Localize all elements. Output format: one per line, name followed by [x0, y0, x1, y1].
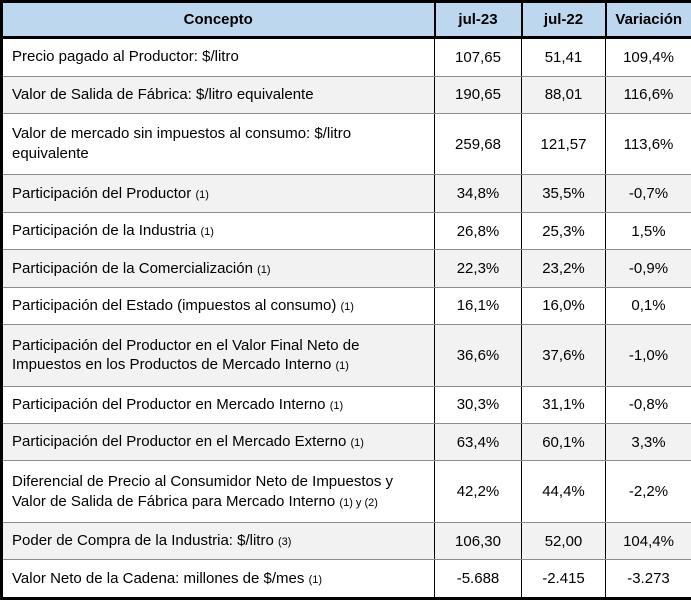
jul23-cell: 30,3% — [434, 385, 522, 424]
footnote-ref: (3) — [277, 536, 292, 549]
footnote-ref: (1) — [335, 360, 349, 373]
concepto-cell: Participación de la Industria (1) — [1, 211, 435, 251]
concepto-text: Precio pagado al Productor: $/litro — [12, 48, 239, 66]
jul22-cell: 51,41 — [521, 37, 606, 77]
concepto-cell: Valor Neto de la Cadena: millones de $/m… — [1, 559, 435, 599]
table-row: Participación del Productor en Mercado I… — [1, 385, 691, 424]
jul23-cell: 16,1% — [434, 286, 522, 326]
footnote-ref: (1) — [200, 226, 214, 239]
variacion-cell: -0,8% — [605, 385, 691, 424]
concepto-text: Participación del Productor en el Mercad… — [12, 433, 347, 451]
jul22-cell: 37,6% — [521, 324, 606, 387]
variacion-cell: 104,4% — [605, 521, 691, 561]
concepto-cell: Participación del Productor en Mercado I… — [1, 385, 435, 424]
jul23-cell: 34,8% — [434, 174, 522, 213]
variacion-cell: -1,0% — [605, 324, 691, 387]
footnote-ref: (1) — [308, 573, 323, 586]
table-body: Precio pagado al Productor: $/litro 107,… — [1, 37, 691, 599]
concepto-cell: Poder de Compra de la Industria: $/litro… — [1, 521, 435, 561]
jul23-cell: 22,3% — [434, 249, 522, 288]
concepto-cell: Participación del Productor en el Mercad… — [1, 422, 435, 462]
concepto-text: Participación del Estado (impuestos al c… — [12, 297, 337, 314]
jul23-cell: 107,65 — [434, 37, 522, 77]
concepto-text: Participación del Productor — [12, 184, 192, 202]
variacion-cell: 109,4% — [605, 37, 691, 77]
table-row: Valor Neto de la Cadena: millones de $/m… — [1, 559, 691, 599]
table-row: Precio pagado al Productor: $/litro 107,… — [1, 37, 691, 77]
jul23-cell: -5.688 — [434, 559, 522, 599]
jul22-cell: 31,1% — [521, 385, 606, 424]
footnote-ref: (1) — [329, 399, 344, 412]
footnote-ref: (1) — [257, 263, 271, 276]
table-row: Diferencial de Precio al Consumidor Neto… — [1, 460, 691, 523]
jul22-cell: 60,1% — [521, 422, 606, 462]
table-row: Poder de Compra de la Industria: $/litro… — [1, 521, 691, 561]
footnote-ref: (1) — [340, 301, 354, 313]
concepto-text: Participación de la Comercialización — [12, 259, 253, 277]
column-header-variacion: Variación — [604, 1, 691, 39]
concepto-cell: Participación del Productor en el Valor … — [1, 324, 435, 387]
jul22-cell: 121,57 — [521, 113, 606, 176]
variacion-cell: 3,3% — [605, 422, 691, 462]
jul23-cell: 106,30 — [434, 521, 522, 561]
jul22-cell: 23,2% — [521, 249, 606, 288]
footnote-ref: (1) — [350, 437, 364, 450]
table-row: Participación del Estado (impuestos al c… — [1, 286, 691, 326]
concepto-text: Valor de Salida de Fábrica: $/litro equi… — [12, 85, 314, 103]
table-row: Participación del Productor en el Mercad… — [1, 422, 691, 462]
variacion-cell: 116,6% — [605, 75, 691, 115]
table-row: Participación de la Industria (1) 26,8% … — [1, 211, 691, 251]
variacion-cell: -0,7% — [605, 174, 691, 213]
concepto-text: Valor de mercado sin impuestos al consum… — [12, 125, 352, 163]
concepto-cell: Participación de la Comercialización (1) — [1, 249, 435, 288]
concepto-text: Participación del Productor en el Valor … — [12, 336, 360, 374]
jul22-cell: 44,4% — [521, 460, 606, 523]
concepto-text: Valor Neto de la Cadena: millones de $/m… — [12, 569, 305, 587]
variacion-cell: -2,2% — [605, 460, 691, 523]
jul22-cell: -2.415 — [521, 559, 606, 599]
concepto-text: Poder de Compra de la Industria: $/litro — [12, 532, 274, 550]
jul22-cell: 88,01 — [521, 75, 606, 115]
concepto-cell: Valor de mercado sin impuestos al consum… — [1, 113, 435, 176]
table-row: Valor de mercado sin impuestos al consum… — [1, 113, 691, 176]
table-row: Participación del Productor en el Valor … — [1, 324, 691, 387]
variacion-cell: 0,1% — [605, 286, 691, 326]
concepto-cell: Participación del Estado (impuestos al c… — [1, 286, 435, 326]
jul23-cell: 26,8% — [434, 211, 522, 251]
table-row: Participación de la Comercialización (1)… — [1, 249, 691, 288]
concepto-cell: Valor de Salida de Fábrica: $/litro equi… — [1, 75, 435, 115]
concepto-text: Participación de la Industria — [12, 222, 197, 240]
concepto-cell: Participación del Productor (1) — [1, 174, 435, 213]
concepto-cell: Precio pagado al Productor: $/litro — [1, 37, 435, 77]
jul23-cell: 42,2% — [434, 460, 522, 523]
column-header-jul23: jul-23 — [433, 1, 523, 39]
column-header-jul22: jul-22 — [520, 1, 607, 39]
concepto-text: Participación del Productor en Mercado I… — [12, 395, 326, 413]
jul22-cell: 35,5% — [521, 174, 606, 213]
jul23-cell: 190,65 — [434, 75, 522, 115]
table-row: Valor de Salida de Fábrica: $/litro equi… — [1, 75, 691, 115]
jul22-cell: 25,3% — [521, 211, 606, 251]
variacion-cell: -3.273 — [605, 559, 691, 599]
footnote-ref: (1) y (2) — [339, 496, 378, 509]
concepto-cell: Diferencial de Precio al Consumidor Neto… — [1, 460, 435, 523]
column-header-concepto: Concepto — [0, 1, 436, 39]
concepto-text: Diferencial de Precio al Consumidor Neto… — [12, 472, 394, 510]
header-row: Concepto jul-23 jul-22 Variación — [0, 1, 691, 39]
variacion-cell: 113,6% — [605, 113, 691, 176]
variacion-cell: 1,5% — [605, 211, 691, 251]
jul22-cell: 16,0% — [521, 286, 606, 326]
table-header: Concepto jul-23 jul-22 Variación — [0, 1, 691, 39]
jul23-cell: 63,4% — [434, 422, 522, 462]
table-row: Participación del Productor (1) 34,8% 35… — [1, 174, 691, 213]
jul22-cell: 52,00 — [521, 521, 606, 561]
footnote-ref: (1) — [195, 188, 209, 201]
variacion-cell: -0,9% — [605, 249, 691, 288]
jul23-cell: 36,6% — [434, 324, 522, 387]
jul23-cell: 259,68 — [434, 113, 522, 176]
